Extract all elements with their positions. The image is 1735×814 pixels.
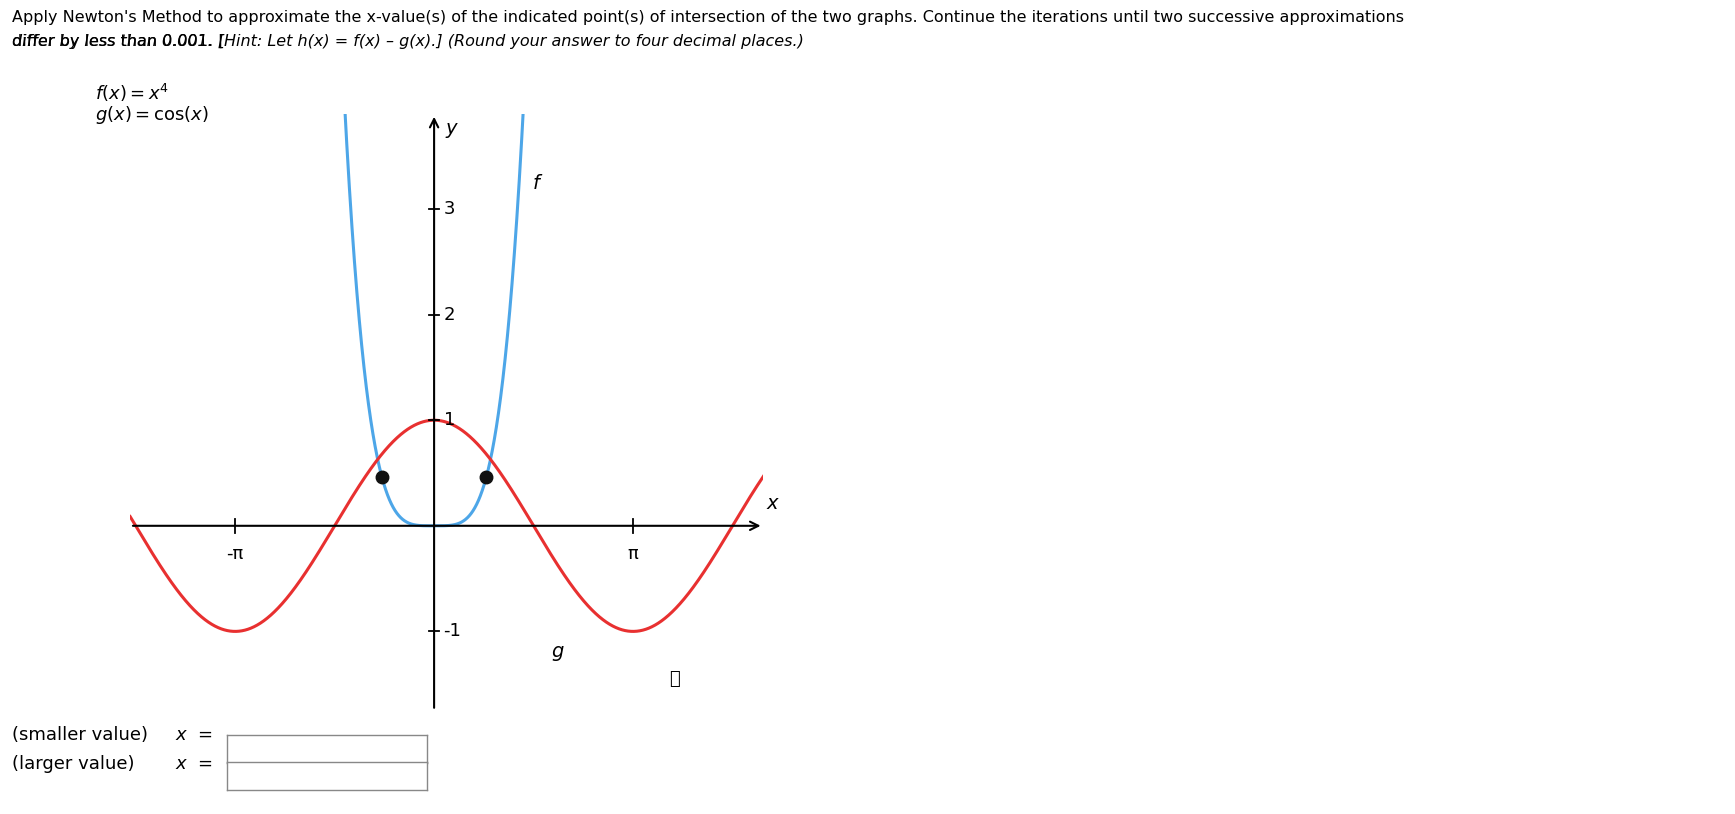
Text: differ by less than 0.001. [Hint: Let h(x) = f(x) – g(x).] (Round your answer to: differ by less than 0.001. [Hint: Let h(… bbox=[12, 34, 803, 49]
Text: 2: 2 bbox=[444, 305, 455, 324]
Text: 1: 1 bbox=[444, 411, 455, 429]
Text: x: x bbox=[767, 494, 777, 513]
Text: (smaller value): (smaller value) bbox=[12, 726, 147, 744]
Text: π: π bbox=[628, 545, 638, 562]
Text: -π: -π bbox=[227, 545, 245, 562]
Text: Apply Newton's Method to approximate the x-value(s) of the indicated point(s) of: Apply Newton's Method to approximate the… bbox=[12, 10, 1404, 24]
Text: $f(x) = x^4$: $f(x) = x^4$ bbox=[95, 81, 170, 103]
Text: (larger value): (larger value) bbox=[12, 755, 135, 772]
Text: $x$  =: $x$ = bbox=[175, 755, 213, 772]
Text: y: y bbox=[446, 119, 456, 138]
Text: $g(x) = \cos(x)$: $g(x) = \cos(x)$ bbox=[95, 104, 208, 126]
Text: differ by less than 0.001. [: differ by less than 0.001. [ bbox=[12, 34, 226, 49]
Text: g: g bbox=[552, 642, 564, 661]
Text: f: f bbox=[533, 174, 540, 193]
Text: 3: 3 bbox=[444, 200, 455, 218]
Text: $x$  =: $x$ = bbox=[175, 726, 213, 744]
Text: ⓘ: ⓘ bbox=[670, 670, 680, 688]
Text: -1: -1 bbox=[444, 623, 462, 641]
